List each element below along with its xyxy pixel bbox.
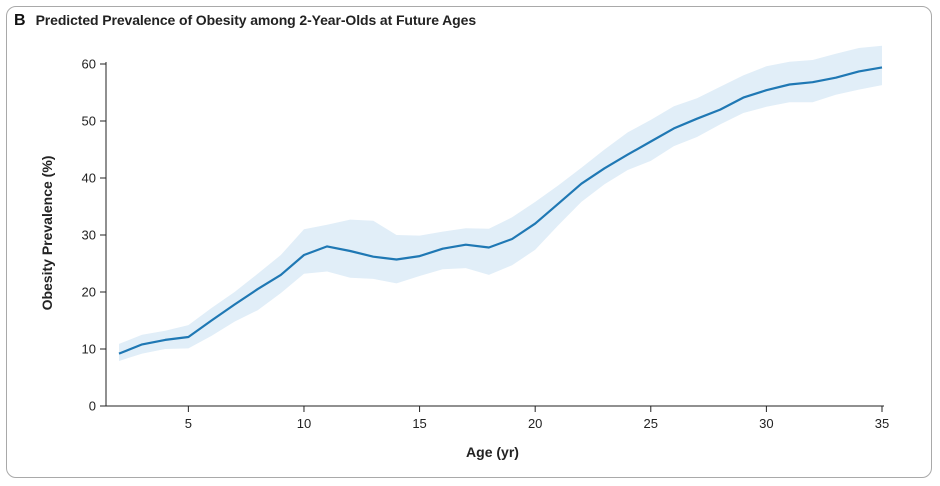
x-tick-label: 10 (297, 416, 311, 431)
series-line (118, 66, 883, 355)
y-tick-label: 0 (89, 399, 96, 414)
confidence-band (119, 45, 882, 362)
x-tick-label: 35 (875, 416, 889, 431)
x-tick-label: 30 (759, 416, 773, 431)
x-axis-title: Age (yr) (466, 444, 519, 460)
confidence-band-layer (119, 45, 882, 362)
y-tick-label: 20 (82, 285, 96, 300)
chart-title: Predicted Prevalence of Obesity among 2-… (35, 12, 477, 28)
y-axis-title: Obesity Prevalence (%) (39, 156, 55, 311)
x-tick-label: 25 (644, 416, 658, 431)
x-tick-label: 5 (185, 416, 192, 431)
series-line-layer (118, 66, 883, 355)
panel-label: B (14, 12, 26, 29)
x-tick-label: 20 (528, 416, 542, 431)
x-tick-label: 15 (412, 416, 426, 431)
y-tick-label: 60 (82, 57, 96, 72)
y-tick-label: 50 (82, 114, 96, 129)
y-tick-label: 30 (82, 228, 96, 243)
axes-layer: 0 10 20 30 40 50 60 5 10 15 20 25 30 35 (82, 57, 890, 432)
y-tick-label: 10 (82, 342, 96, 357)
figure-header: B Predicted Prevalence of Obesity among … (14, 12, 476, 30)
y-tick-label: 40 (82, 171, 96, 186)
